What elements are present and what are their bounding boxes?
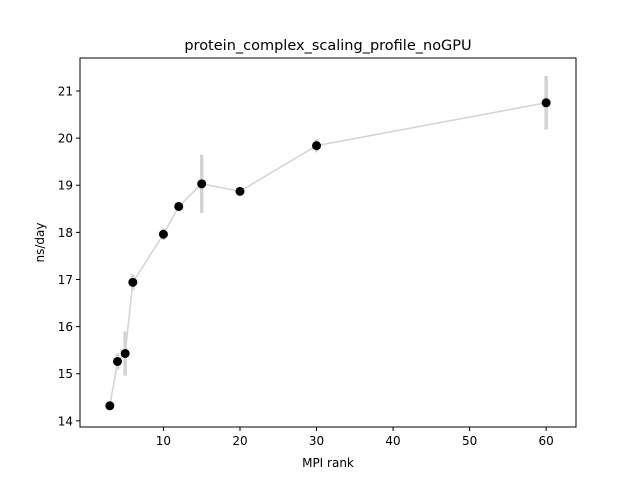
data-point [105,401,115,411]
x-tick-label: 20 [232,434,247,448]
y-axis-label: ns/day [33,223,47,263]
data-point [541,98,551,108]
x-axis-ticks: 10 20 30 40 50 60 [156,427,554,448]
x-tick-label: 50 [462,434,477,448]
y-tick-label: 21 [58,84,73,98]
data-point [113,356,123,366]
x-tick-label: 60 [539,434,554,448]
data-point [174,201,184,211]
x-tick-label: 40 [385,434,400,448]
chart-title: protein_complex_scaling_profile_noGPU [184,38,471,54]
x-axis-label: MPI rank [302,456,354,470]
data-point [197,179,207,189]
data-point [120,348,130,358]
y-axis-ticks: 14 15 16 17 18 19 20 21 [58,84,80,428]
y-tick-label: 17 [58,273,73,287]
data-point [158,229,168,239]
y-tick-label: 20 [58,132,73,146]
x-tick-label: 30 [309,434,324,448]
y-tick-label: 19 [58,179,73,193]
chart-marks [105,75,551,411]
y-tick-label: 14 [58,414,73,428]
y-tick-label: 16 [58,320,73,334]
data-point [235,186,245,196]
y-tick-label: 18 [58,226,73,240]
x-tick-label: 10 [156,434,171,448]
plot-frame [79,57,577,428]
data-point [128,277,138,287]
data-point [312,141,322,151]
y-tick-label: 15 [58,367,73,381]
series-line [109,102,547,406]
